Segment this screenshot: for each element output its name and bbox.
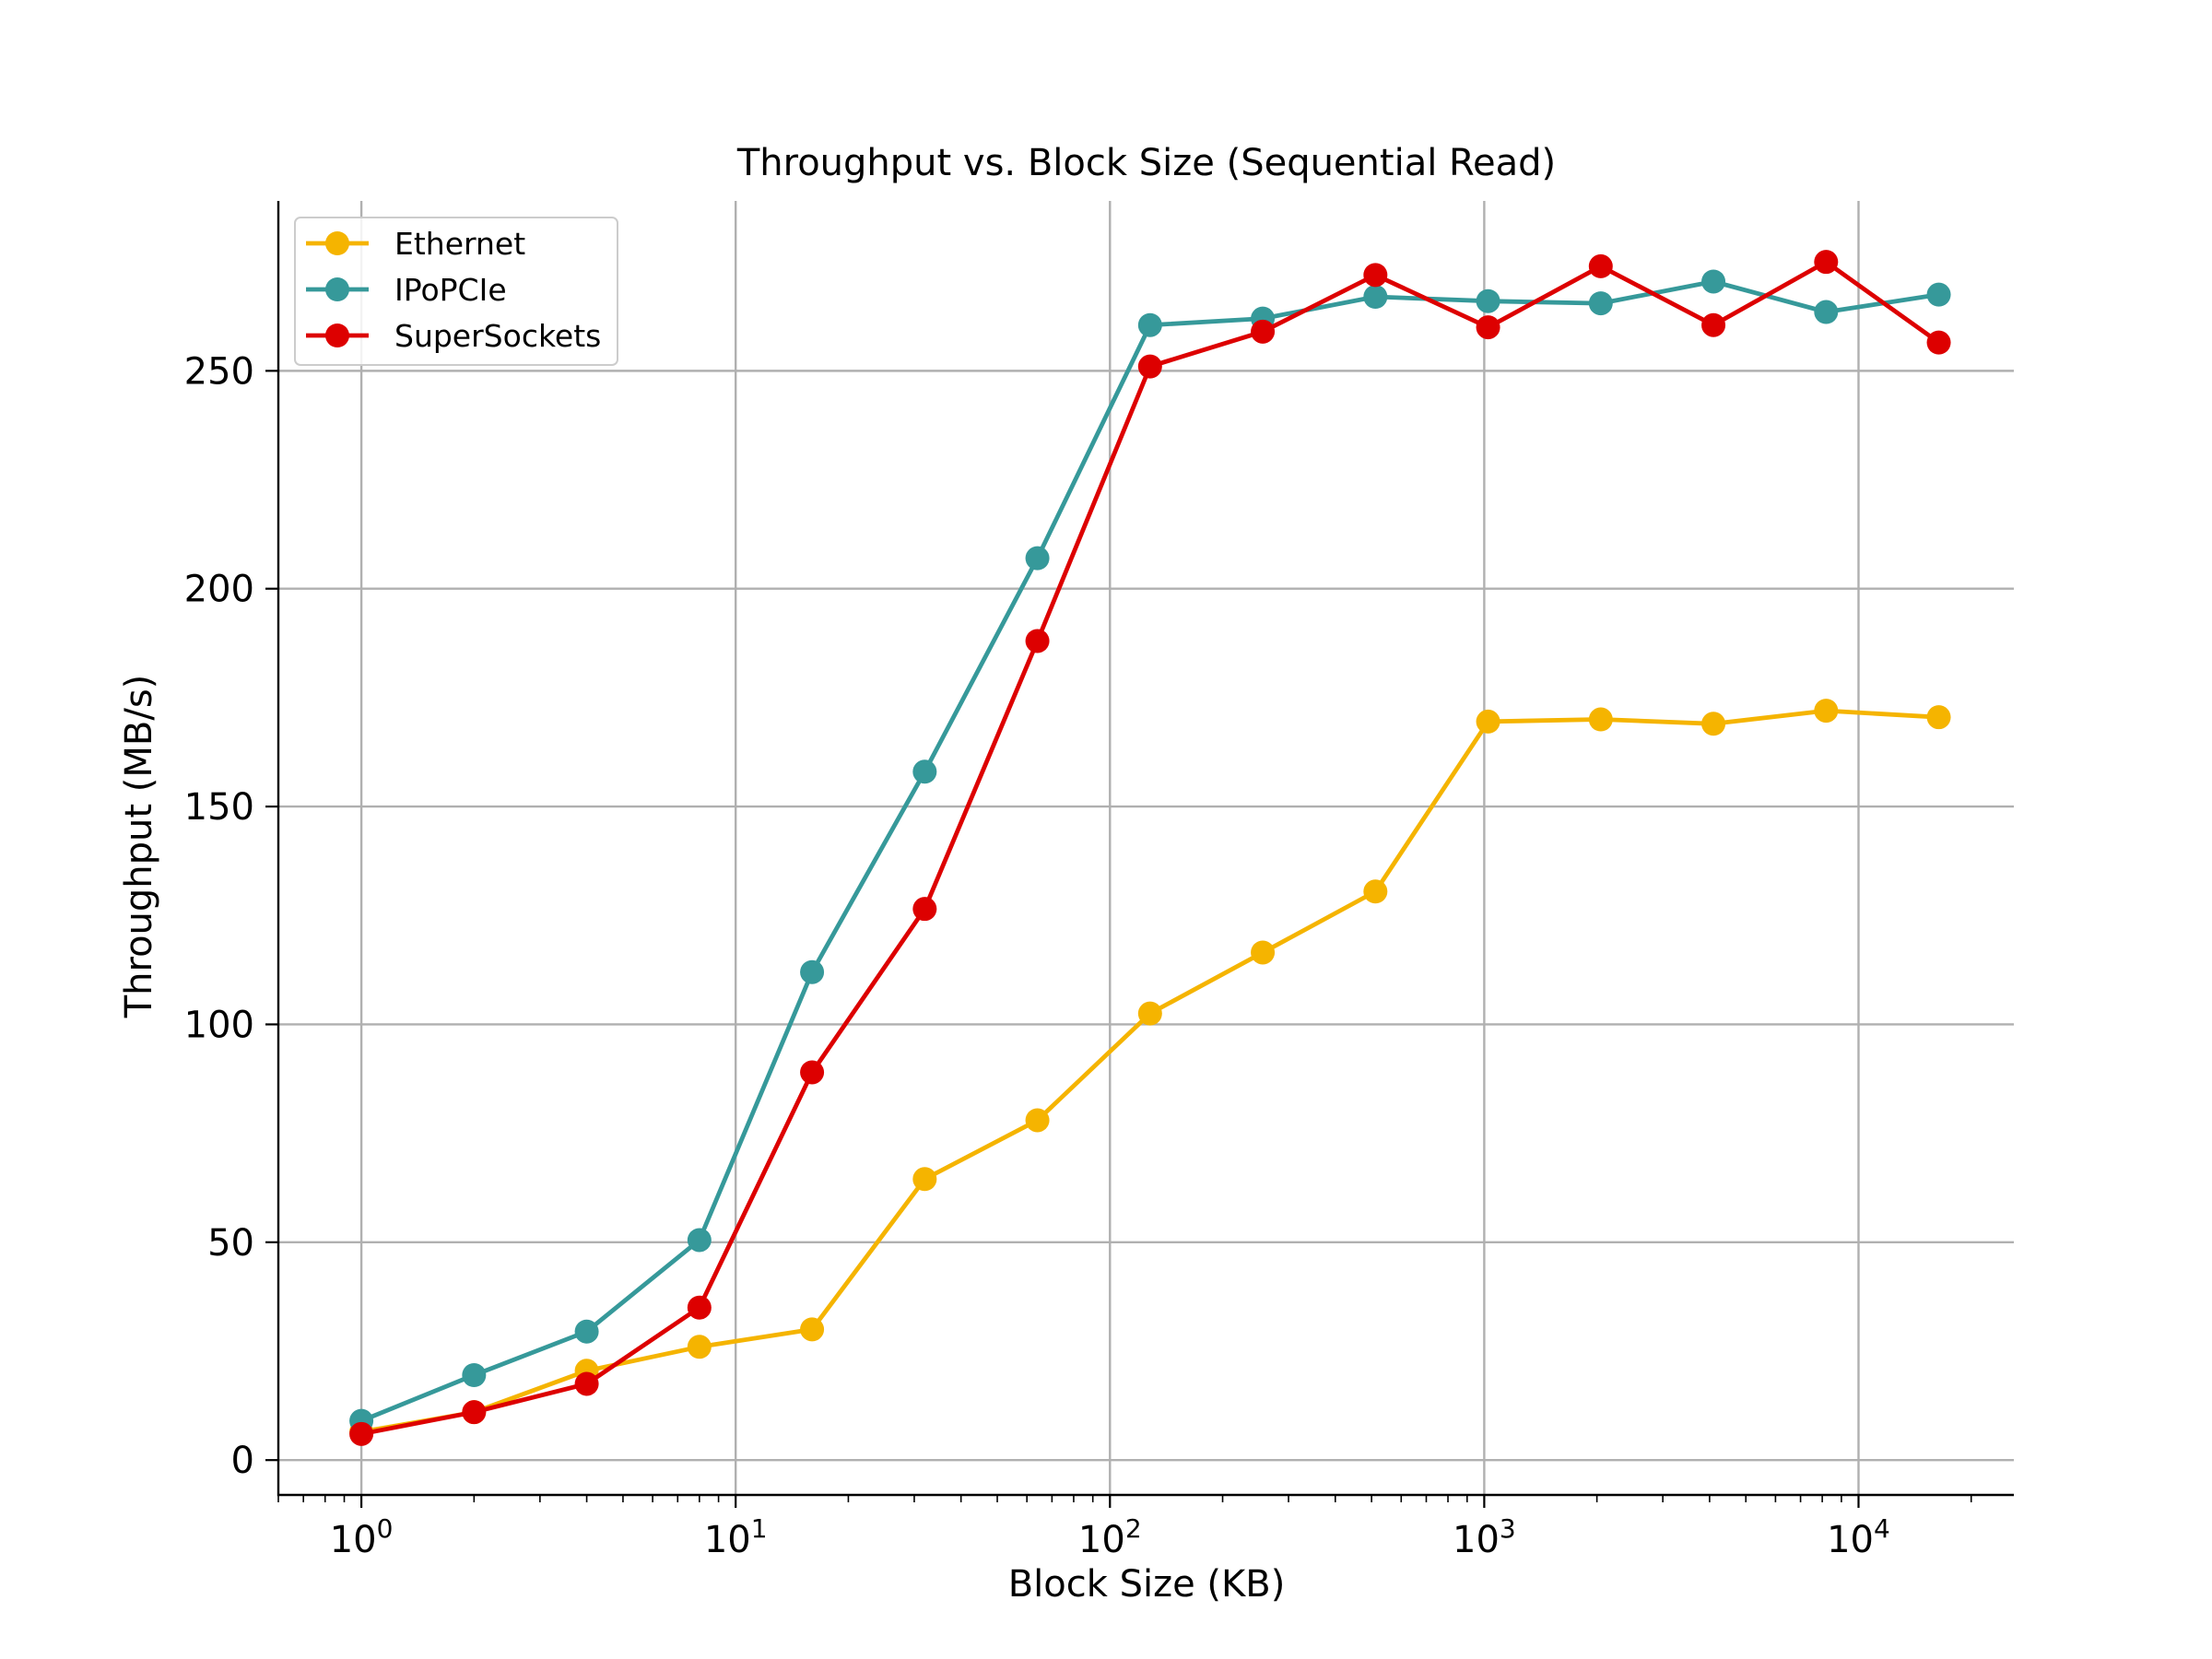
y-tick-label: 200 bbox=[184, 569, 254, 611]
x-tick-label: 101 bbox=[704, 1513, 768, 1561]
data-point-ipopcie bbox=[1025, 546, 1050, 571]
data-point-supersockets bbox=[1363, 263, 1388, 288]
legend-label: Ethernet bbox=[394, 226, 525, 262]
data-point-supersockets bbox=[1814, 250, 1839, 275]
data-point-ipopcie bbox=[1363, 285, 1388, 309]
series-group bbox=[349, 250, 1951, 1446]
data-point-supersockets bbox=[1588, 253, 1613, 278]
data-point-ipopcie bbox=[574, 1319, 599, 1344]
data-point-ethernet bbox=[1025, 1108, 1050, 1133]
data-point-ipopcie bbox=[1926, 282, 1951, 307]
data-point-supersockets bbox=[1025, 629, 1050, 653]
data-point-ipopcie bbox=[1814, 300, 1839, 324]
x-tick-label: 103 bbox=[1453, 1513, 1516, 1561]
chart-title: Throughput vs. Block Size (Sequential Re… bbox=[736, 142, 1556, 184]
data-point-ipopcie bbox=[1588, 291, 1613, 316]
data-point-ipopcie bbox=[1476, 288, 1500, 313]
data-point-ethernet bbox=[1814, 699, 1839, 724]
data-point-supersockets bbox=[912, 897, 937, 922]
data-point-ethernet bbox=[1701, 712, 1726, 736]
legend-box bbox=[294, 217, 618, 366]
data-point-ethernet bbox=[1137, 1001, 1162, 1026]
data-point-ethernet bbox=[800, 1317, 825, 1342]
series-ipopcie bbox=[349, 269, 1951, 1433]
legend-swatch-marker bbox=[325, 231, 349, 255]
y-tick-label: 250 bbox=[184, 350, 254, 393]
x-axis-title: Block Size (KB) bbox=[1008, 1563, 1286, 1606]
data-point-ipopcie bbox=[912, 759, 937, 784]
data-point-ipopcie bbox=[1137, 312, 1162, 337]
y-tick-label: 100 bbox=[184, 1004, 254, 1046]
y-axis-title: Throughput (MB/s) bbox=[118, 675, 160, 1019]
legend-item-ipopcie: IPoPCIe bbox=[306, 272, 507, 308]
data-point-ethernet bbox=[1926, 705, 1951, 730]
legend: Ethernet IPoPCIe SuperSockets bbox=[294, 217, 618, 366]
y-tick-label: 150 bbox=[184, 786, 254, 829]
legend-swatch-marker bbox=[325, 277, 349, 301]
y-tick-label: 50 bbox=[207, 1222, 254, 1265]
data-point-ipopcie bbox=[462, 1363, 487, 1387]
data-point-supersockets bbox=[687, 1295, 712, 1320]
legend-item-supersockets: SuperSockets bbox=[306, 318, 601, 354]
legend-swatch-marker bbox=[325, 324, 349, 347]
x-tick-label: 104 bbox=[1827, 1513, 1890, 1561]
data-point-ipopcie bbox=[1701, 269, 1726, 294]
ticks: 100 101 102 103 104 0 50 100 150 200 250 bbox=[184, 350, 1972, 1561]
data-point-supersockets bbox=[1251, 319, 1276, 344]
data-point-ethernet bbox=[1363, 879, 1388, 904]
data-point-ethernet bbox=[1588, 707, 1613, 732]
data-point-supersockets bbox=[574, 1371, 599, 1396]
data-point-supersockets bbox=[462, 1400, 487, 1425]
y-tick-label: 0 bbox=[231, 1440, 254, 1482]
data-point-supersockets bbox=[1476, 315, 1500, 340]
data-point-ethernet bbox=[1476, 709, 1500, 734]
data-point-ipopcie bbox=[687, 1228, 712, 1253]
data-point-supersockets bbox=[1701, 312, 1726, 337]
series-supersockets bbox=[349, 250, 1951, 1446]
data-point-supersockets bbox=[1926, 330, 1951, 355]
data-point-supersockets bbox=[800, 1060, 825, 1085]
data-point-supersockets bbox=[349, 1421, 374, 1446]
data-point-ethernet bbox=[687, 1335, 712, 1359]
data-point-ethernet bbox=[1251, 940, 1276, 965]
data-point-supersockets bbox=[1137, 354, 1162, 379]
legend-item-ethernet: Ethernet bbox=[306, 226, 525, 262]
legend-label: SuperSockets bbox=[394, 318, 601, 354]
x-tick-label: 102 bbox=[1078, 1513, 1142, 1561]
legend-label: IPoPCIe bbox=[394, 272, 507, 308]
data-point-ipopcie bbox=[800, 959, 825, 984]
data-point-ethernet bbox=[912, 1167, 937, 1192]
x-tick-label: 100 bbox=[330, 1513, 394, 1561]
